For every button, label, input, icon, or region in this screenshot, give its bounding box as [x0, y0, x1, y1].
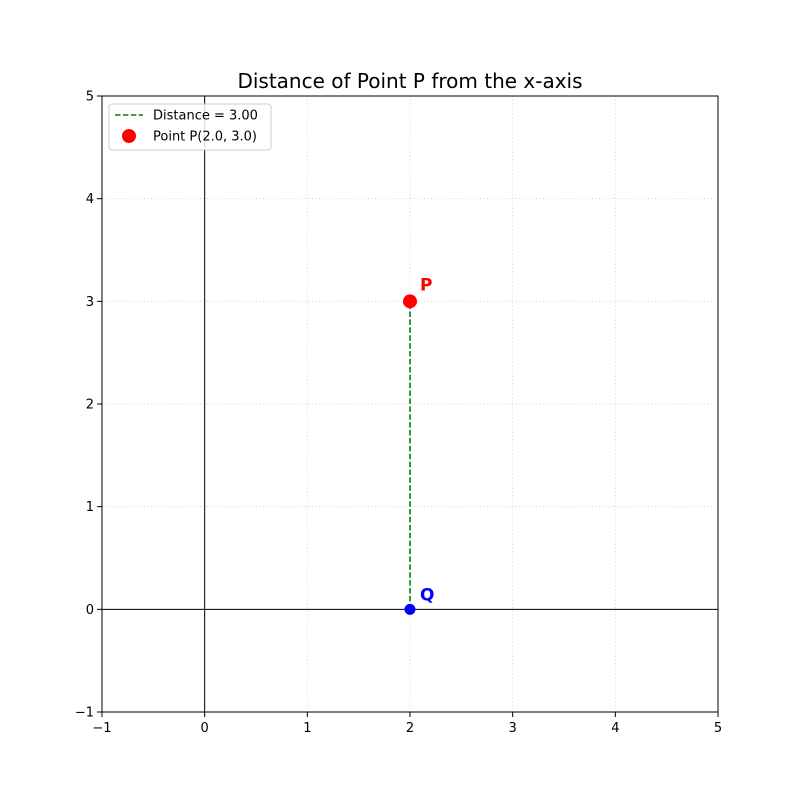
- legend-swatch-point-p: [122, 129, 136, 143]
- y-tick-label: 3: [86, 295, 94, 310]
- grid-lines: [101, 95, 719, 713]
- legend-box: [108, 103, 272, 151]
- x-tick-label: 4: [611, 721, 619, 736]
- x-ticks: −1 0 1 2 3 4 5: [92, 712, 722, 736]
- point-p-label: P: [420, 275, 432, 295]
- point-q-label: Q: [420, 585, 434, 605]
- y-tick-label: 4: [86, 192, 94, 207]
- chart-title: Distance of Point P from the x-axis: [237, 69, 582, 93]
- y-tick-label: 0: [86, 603, 94, 618]
- y-tick-label: 1: [86, 500, 94, 515]
- legend-label-point-p: Point P(2.0, 3.0): [153, 130, 257, 145]
- point-labels: PQ: [420, 275, 434, 605]
- x-tick-label: 3: [509, 721, 517, 736]
- y-tick-label: 5: [86, 90, 94, 105]
- x-tick-label: −1: [92, 721, 111, 736]
- x-tick-label: 2: [406, 721, 414, 736]
- y-ticks: −1 0 1 2 3 4 5: [75, 90, 102, 721]
- point-p-marker: [403, 294, 417, 309]
- legend-label-distance: Distance = 3.00: [153, 109, 258, 124]
- legend: Distance = 3.00 Point P(2.0, 3.0): [108, 103, 272, 151]
- x-tick-label: 5: [714, 721, 722, 736]
- data-series: [403, 294, 417, 615]
- point-q-marker: [404, 603, 416, 615]
- x-tick-label: 0: [201, 721, 209, 736]
- x-tick-label: 1: [303, 721, 311, 736]
- y-tick-label: 2: [86, 398, 94, 413]
- y-tick-label: −1: [75, 706, 94, 721]
